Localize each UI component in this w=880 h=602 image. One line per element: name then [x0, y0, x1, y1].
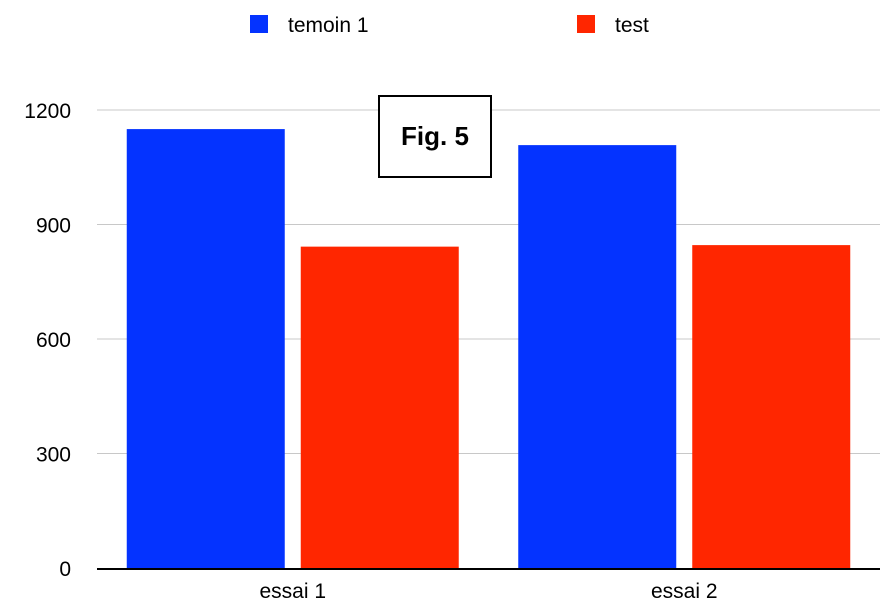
- y-tick-label: 600: [36, 329, 71, 352]
- legend: temoin 1 test: [250, 14, 649, 37]
- y-tick-label: 0: [59, 558, 71, 581]
- bar-temoin-1-essai-1: [126, 129, 285, 569]
- y-tick-label: 1200: [24, 100, 71, 123]
- y-axis-tick-labels: 0 300 600 900 1200: [24, 100, 71, 581]
- figure-label-box: Fig. 5: [378, 95, 492, 178]
- y-tick-label: 900: [36, 215, 71, 238]
- bars: [126, 129, 851, 569]
- x-tick-label: essai 1: [259, 580, 326, 602]
- legend-label: temoin 1: [288, 14, 369, 37]
- legend-label: test: [615, 14, 649, 37]
- y-tick-label: 300: [36, 444, 71, 467]
- bar-temoin-1-essai-2: [518, 145, 677, 568]
- bar-test-essai-2: [692, 245, 851, 569]
- legend-swatch: [250, 15, 268, 33]
- bar-test-essai-1: [300, 246, 459, 569]
- legend-swatch: [577, 15, 595, 33]
- figure-label: Fig. 5: [401, 121, 469, 151]
- x-tick-label: essai 2: [651, 580, 718, 602]
- x-axis-tick-labels: essai 1 essai 2: [259, 580, 717, 602]
